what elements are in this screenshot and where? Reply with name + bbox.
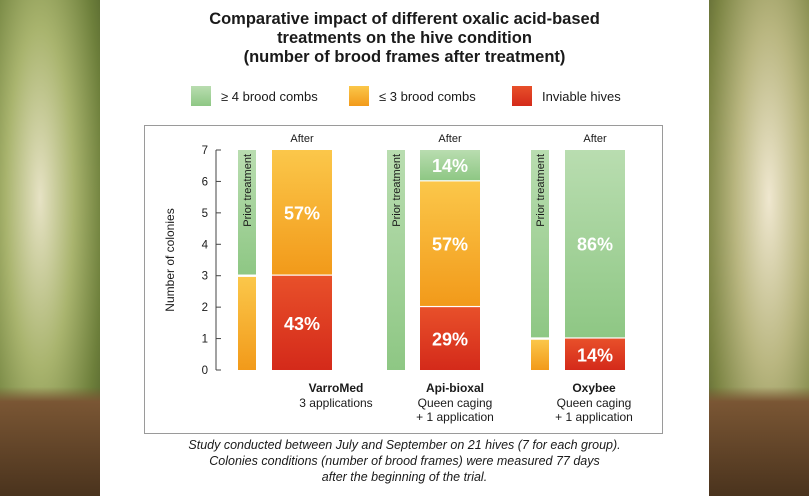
group-name: VarroMed bbox=[309, 381, 364, 395]
group-subtitle: + 1 application bbox=[555, 410, 633, 424]
group-subtitle: Queen caging bbox=[557, 396, 632, 410]
group-name: Oxybee bbox=[572, 381, 616, 395]
data-label: 57% bbox=[284, 203, 320, 223]
chart-title-line-2: treatments on the hive condition bbox=[277, 29, 532, 47]
y-axis-label: Number of colonies bbox=[163, 208, 177, 311]
bar-after-inv bbox=[420, 307, 480, 370]
chart-svg: 0 1 2 3 4 5 6 7 Number of colonies Prior treatme… bbox=[163, 133, 633, 424]
y-axis: 0 1 2 3 4 5 6 7 Number of colonies bbox=[163, 145, 221, 377]
bar-after-inv bbox=[565, 338, 625, 370]
data-label: 14% bbox=[577, 345, 613, 365]
legend-item-le3: ≤ 3 brood combs bbox=[349, 86, 476, 106]
bar-after-le3 bbox=[420, 181, 480, 306]
y-tick-label: 3 bbox=[202, 271, 208, 283]
data-label: 57% bbox=[432, 235, 468, 255]
after-label: After bbox=[438, 133, 462, 145]
data-label: 14% bbox=[432, 156, 468, 176]
chart-title-line-1: Comparative impact of different oxalic a… bbox=[209, 10, 600, 28]
background-left bbox=[0, 0, 100, 496]
prior-treatment-label: Prior treatment bbox=[535, 154, 547, 227]
bar-prior-ge4 bbox=[238, 150, 256, 275]
bars-layer bbox=[238, 150, 625, 370]
chart-title: Comparative impact of different oxalic a… bbox=[100, 10, 709, 67]
group-subtitle: + 1 application bbox=[416, 410, 494, 424]
bar-after-ge4 bbox=[420, 150, 480, 181]
background-right bbox=[709, 0, 809, 496]
data-label: 29% bbox=[432, 330, 468, 350]
footnote-line-1: Study conducted between July and Septemb… bbox=[188, 438, 621, 452]
data-label: 86% bbox=[577, 235, 613, 255]
prior-treatment-label: Prior treatment bbox=[391, 154, 403, 227]
footnote-line-2: Colonies conditions (number of brood fra… bbox=[209, 454, 600, 468]
group-name: Api-bioxal bbox=[426, 381, 484, 395]
legend-item-ge4: ≥ 4 brood combs bbox=[191, 86, 318, 106]
y-tick-label: 7 bbox=[202, 145, 208, 157]
y-tick-label: 4 bbox=[202, 239, 209, 251]
prior-treatment-label: Prior treatment bbox=[242, 154, 254, 227]
after-label: After bbox=[290, 133, 314, 145]
y-tick-label: 0 bbox=[202, 365, 208, 377]
data-label: 43% bbox=[284, 314, 320, 334]
bar-prior-ge4 bbox=[531, 150, 549, 338]
legend-label-le3: ≤ 3 brood combs bbox=[379, 88, 476, 104]
legend-swatch-inviable bbox=[512, 86, 532, 106]
y-tick-label: 2 bbox=[202, 302, 208, 314]
group-subtitle: 3 applications bbox=[299, 396, 372, 410]
bar-after-ge4 bbox=[565, 150, 625, 338]
footnote: Study conducted between July and Septemb… bbox=[100, 437, 709, 485]
legend-item-inviable: Inviable hives bbox=[512, 86, 621, 106]
bar-prior-ge4 bbox=[387, 150, 405, 370]
bar-after-inv bbox=[272, 275, 332, 370]
footnote-line-3: after the beginning of the trial. bbox=[321, 470, 488, 484]
legend-swatch-ge4 bbox=[191, 86, 211, 106]
bar-prior-le3 bbox=[238, 276, 256, 370]
bar-prior-le3 bbox=[531, 339, 549, 370]
chart-panel: Comparative impact of different oxalic a… bbox=[100, 0, 709, 496]
y-tick-label: 5 bbox=[202, 208, 208, 220]
plot-frame bbox=[144, 125, 663, 434]
after-label: After bbox=[583, 133, 607, 145]
y-tick-label: 1 bbox=[202, 334, 208, 346]
legend-label-ge4: ≥ 4 brood combs bbox=[221, 88, 318, 104]
bar-after-le3 bbox=[272, 150, 332, 275]
legend-swatch-le3 bbox=[349, 86, 369, 106]
y-tick-label: 6 bbox=[202, 176, 208, 188]
legend-label-inviable: Inviable hives bbox=[542, 88, 621, 104]
group-subtitle: Queen caging bbox=[418, 396, 493, 410]
chart-title-line-3: (number of brood frames after treatment) bbox=[243, 48, 566, 66]
